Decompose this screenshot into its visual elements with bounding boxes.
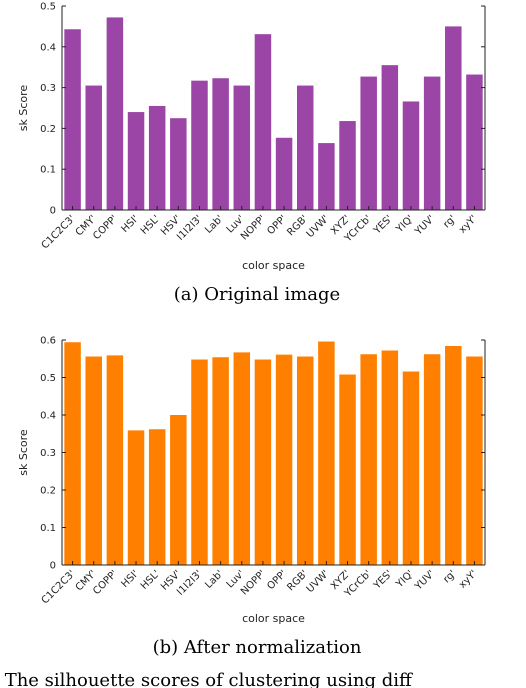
x-tick-label: COPP'	[91, 213, 120, 242]
x-tick-label: YIQ'	[394, 568, 416, 590]
x-tick-label: Lab'	[203, 213, 225, 235]
bar	[445, 26, 462, 211]
y-tick-label: 0.1	[40, 523, 56, 534]
bar	[339, 374, 356, 565]
y-tick-label: 0.3	[40, 83, 56, 94]
bar	[106, 17, 124, 211]
figure-footer-text: 12: The silhouette scores of clustering …	[0, 670, 413, 688]
x-tick-label: xyY'	[457, 568, 479, 590]
bar	[318, 341, 335, 565]
bar	[360, 76, 377, 210]
caption-after-normalization: (b) After normalization	[153, 637, 362, 658]
x-axis-title: color space	[242, 259, 305, 272]
x-tick-label: Lab'	[203, 568, 225, 590]
bar	[275, 137, 293, 210]
y-tick-label: 0	[50, 206, 56, 217]
y-tick-label: 0.4	[40, 42, 56, 53]
x-tick-label: YUV'	[412, 568, 437, 593]
x-tick-label: rg'	[441, 213, 458, 230]
bar	[254, 359, 272, 565]
x-tick-label: HSL'	[139, 568, 162, 591]
bar	[423, 76, 441, 210]
x-tick-label: YES'	[371, 568, 395, 592]
bar	[64, 342, 81, 565]
bar	[191, 80, 208, 210]
bar	[318, 143, 335, 210]
x-axis-title: color space	[242, 612, 305, 625]
y-axis-title: sk Score	[17, 429, 30, 476]
bar	[212, 78, 229, 210]
bar	[233, 352, 251, 566]
bar	[360, 354, 377, 565]
bar	[381, 65, 399, 210]
bar	[148, 105, 166, 210]
y-tick-label: 0.5	[40, 2, 56, 13]
y-tick-label: 0.2	[40, 124, 56, 135]
bar	[445, 346, 462, 565]
y-tick-label: 0.1	[40, 165, 56, 176]
bar	[85, 85, 102, 210]
y-tick-label: 0.5	[40, 373, 56, 384]
bar	[170, 415, 187, 565]
x-tick-label: COPP'	[91, 568, 120, 597]
bar	[127, 430, 145, 566]
x-tick-label: UVW'	[305, 568, 332, 595]
bar	[148, 429, 166, 565]
x-tick-label: YIQ'	[394, 213, 416, 235]
caption-original-image: (a) Original image	[174, 284, 340, 305]
bar	[402, 101, 420, 210]
bar	[127, 112, 145, 210]
x-tick-label: HSI'	[120, 213, 142, 235]
y-axis-title: sk Score	[17, 85, 30, 132]
x-tick-label: C1C2C3'	[40, 213, 78, 251]
x-tick-label: C1C2C3'	[40, 568, 78, 606]
y-tick-label: 0	[50, 561, 56, 572]
bar	[339, 121, 356, 210]
bar	[296, 356, 314, 565]
x-tick-label: xyY'	[457, 213, 479, 235]
x-tick-label: UVW'	[305, 213, 332, 240]
bar	[402, 371, 420, 565]
bar	[275, 354, 293, 566]
x-tick-label: HSI'	[120, 568, 142, 590]
bar	[233, 85, 251, 210]
bar	[296, 85, 314, 210]
y-tick-label: 0.3	[40, 448, 56, 459]
bar	[381, 350, 399, 565]
y-tick-label: 0.6	[40, 336, 56, 347]
bar	[423, 354, 441, 565]
x-tick-label: OPP'	[265, 213, 289, 237]
bar	[212, 357, 229, 565]
bar	[106, 355, 124, 566]
x-tick-label: YES'	[371, 213, 395, 237]
bar	[170, 118, 187, 210]
bar	[466, 356, 483, 565]
bar	[85, 356, 102, 565]
bar	[64, 29, 81, 211]
y-tick-label: 0.2	[40, 486, 56, 497]
bar	[254, 34, 272, 211]
x-tick-label: OPP'	[265, 568, 289, 592]
y-tick-label: 0.4	[40, 411, 56, 422]
bar	[191, 359, 208, 565]
bar	[466, 74, 483, 210]
x-tick-label: rg'	[441, 568, 458, 585]
x-tick-label: HSL'	[139, 213, 162, 236]
x-tick-label: YUV'	[412, 213, 437, 238]
